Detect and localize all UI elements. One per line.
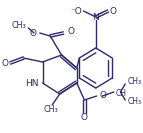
Text: O: O bbox=[100, 92, 107, 101]
Text: CH₃: CH₃ bbox=[127, 78, 141, 86]
Text: N: N bbox=[92, 14, 99, 22]
Text: O: O bbox=[1, 59, 8, 68]
Text: CH₃: CH₃ bbox=[12, 22, 26, 30]
Text: ⁺: ⁺ bbox=[99, 13, 102, 18]
Text: O: O bbox=[81, 113, 88, 122]
Text: ⁻O: ⁻O bbox=[71, 7, 83, 16]
Text: CH: CH bbox=[116, 88, 127, 97]
Text: CH₃: CH₃ bbox=[127, 97, 141, 107]
Text: HN: HN bbox=[25, 80, 39, 88]
Text: O: O bbox=[30, 28, 37, 38]
Text: CH₃: CH₃ bbox=[44, 105, 58, 115]
Text: O: O bbox=[67, 28, 74, 36]
Text: O: O bbox=[109, 7, 116, 16]
